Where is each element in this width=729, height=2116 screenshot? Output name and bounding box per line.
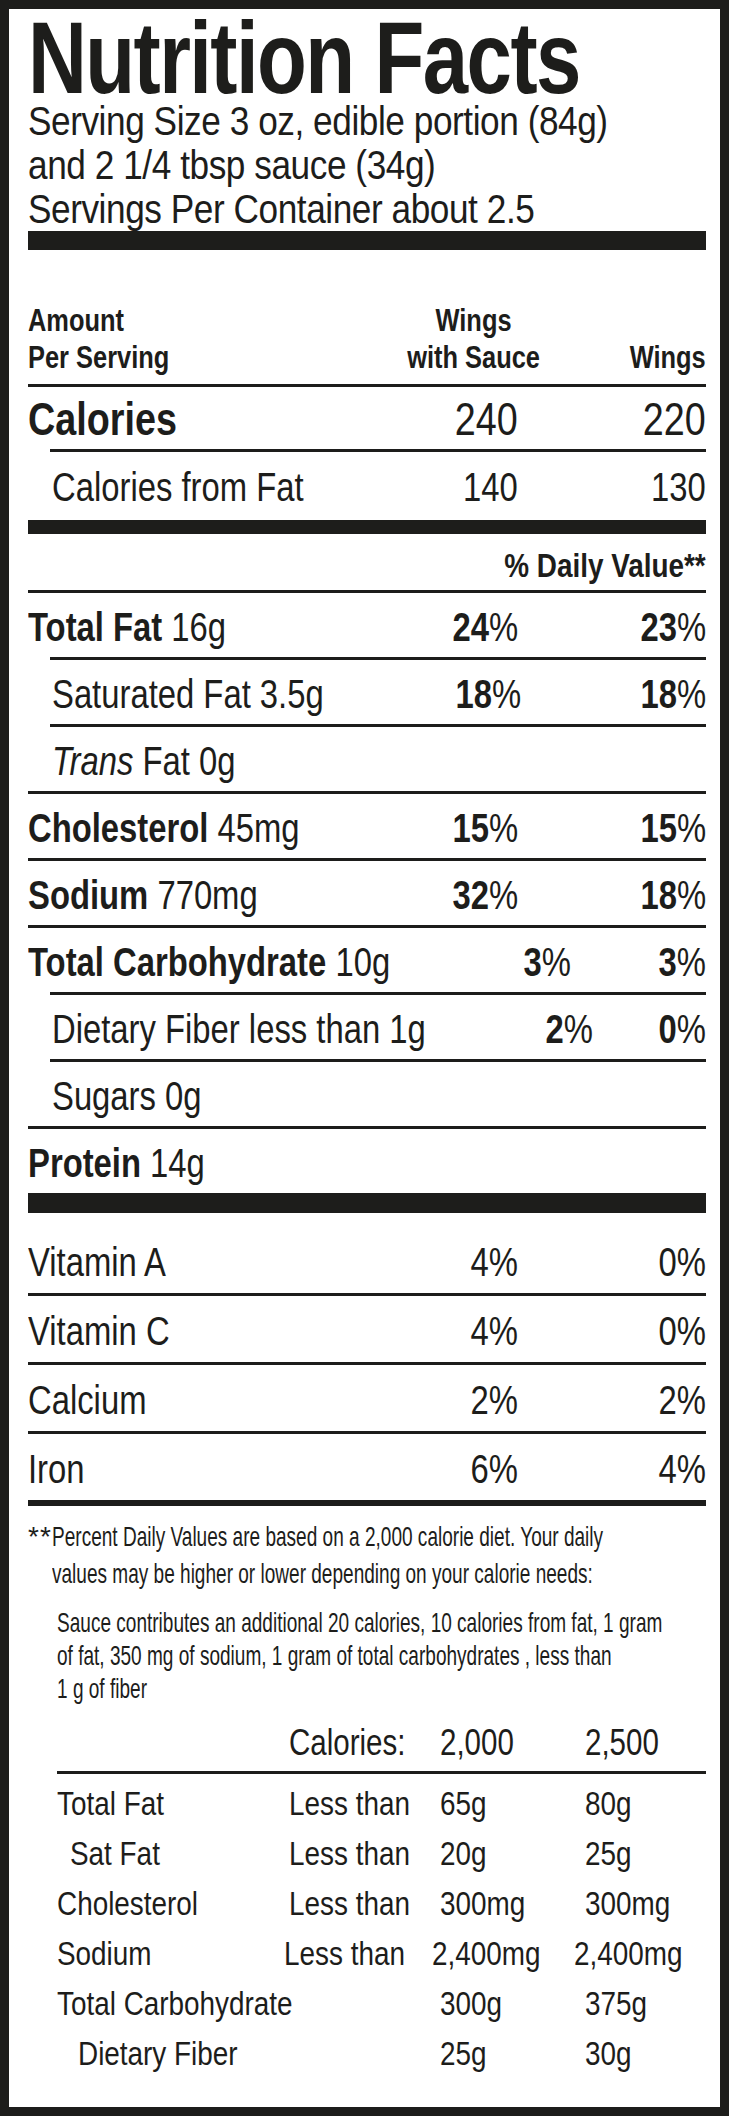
- iron-bottom-rule: [28, 1500, 706, 1506]
- nutrient-row-total-carbohydrate: Total Carbohydrate 10g 3% 3%: [28, 928, 706, 992]
- footnote-marker: **: [28, 1518, 52, 1592]
- calories-from-fat-with-sauce-value: 140: [378, 466, 518, 508]
- ref-row-total-carbohydrate: Total Carbohydrate 300g 375g: [57, 1978, 706, 2028]
- vitamin-row-iron: Iron 6% 4%: [28, 1434, 706, 1500]
- servings-per-container-line: Servings Per Container about 2.5: [28, 187, 706, 231]
- reference-table-header: Calories: 2,000 2,500: [57, 1723, 706, 1763]
- calories-from-fat-label: Calories from Fat: [28, 466, 378, 508]
- daily-value-footnote: ** Percent Daily Values are based on a 2…: [28, 1518, 706, 1592]
- sauce-note-line: 1 g of fiber: [57, 1672, 706, 1705]
- serving-size-line-2: and 2 1/4 tbsp sauce (34g): [28, 143, 706, 187]
- calories-label: Calories: [28, 397, 378, 441]
- nutrient-row-sugars: Sugars 0g: [28, 1062, 706, 1126]
- nutrition-facts-label: Nutrition Facts Serving Size 3 oz, edibl…: [0, 0, 729, 2116]
- calories-row: Calories 240 220: [28, 387, 706, 449]
- ref-col-2500: 2,500: [585, 1723, 706, 1763]
- calories-wings-value: 220: [518, 397, 706, 441]
- column-header-row: Amount Per Serving Wings with Sauce Wing…: [28, 302, 706, 376]
- reference-table-rule: [57, 1771, 706, 1774]
- nutrient-row-dietary-fiber: Dietary Fiber less than 1g 2% 0%: [28, 995, 706, 1059]
- sauce-note-line: of fat, 350 mg of sodium, 1 gram of tota…: [57, 1639, 706, 1672]
- amount-per-serving-header: Amount Per Serving: [28, 302, 378, 376]
- nutrient-row-saturated-fat: Saturated Fat 3.5g 18% 18%: [28, 660, 706, 724]
- nutrient-row-protein: Protein 14g: [28, 1129, 706, 1193]
- ref-row-total-fat: Total Fat Less than 65g 80g: [57, 1778, 706, 1828]
- sauce-note: Sauce contributes an additional 20 calor…: [57, 1606, 706, 1705]
- thick-separator-2: [28, 520, 706, 534]
- ref-row-cholesterol: Cholesterol Less than 300mg 300mg: [57, 1878, 706, 1928]
- ref-col-2000: 2,000: [440, 1723, 585, 1763]
- thick-separator-top: [28, 231, 706, 250]
- reference-table: Calories: 2,000 2,500 Total Fat Less tha…: [57, 1723, 706, 2078]
- nutrient-row-trans-fat: Trans Fat 0g: [28, 727, 706, 791]
- calories-from-fat-row: Calories from Fat 140 130: [28, 452, 706, 520]
- vitamin-row-vitamin-a: Vitamin A 4% 0%: [28, 1227, 706, 1293]
- sauce-note-line: Sauce contributes an additional 20 calor…: [57, 1606, 706, 1639]
- calories-with-sauce-value: 240: [378, 397, 518, 441]
- nutrient-row-cholesterol: Cholesterol 45mg 15% 15%: [28, 794, 706, 858]
- label-content: Nutrition Facts Serving Size 3 oz, edibl…: [9, 9, 720, 2078]
- thick-separator-3: [28, 1193, 706, 1213]
- ref-row-sat-fat: Sat Fat Less than 20g 25g: [57, 1828, 706, 1878]
- calories-from-fat-wings-value: 130: [518, 466, 706, 508]
- wings-header: Wings: [518, 339, 706, 376]
- ref-row-sodium: Sodium Less than 2,400mg 2,400mg: [57, 1928, 706, 1978]
- label-title-text: Nutrition Facts: [28, 17, 580, 99]
- ref-row-dietary-fiber: Dietary Fiber 25g 30g: [57, 2028, 706, 2078]
- ref-calories-label: Calories:: [289, 1723, 440, 1763]
- wings-with-sauce-header: Wings with Sauce: [378, 302, 518, 376]
- label-title: Nutrition Facts: [28, 17, 706, 99]
- vitamin-row-calcium: Calcium 2% 2%: [28, 1365, 706, 1431]
- nutrient-row-sodium: Sodium 770mg 32% 18%: [28, 861, 706, 925]
- footnote-text: Percent Daily Values are based on a 2,00…: [52, 1518, 729, 1592]
- serving-size-line-1: Serving Size 3 oz, edible portion (84g): [28, 99, 706, 143]
- daily-value-header: % Daily Value**: [28, 534, 706, 590]
- vitamin-row-vitamin-c: Vitamin C 4% 0%: [28, 1296, 706, 1362]
- nutrient-row-total-fat: Total Fat 16g 24% 23%: [28, 593, 706, 657]
